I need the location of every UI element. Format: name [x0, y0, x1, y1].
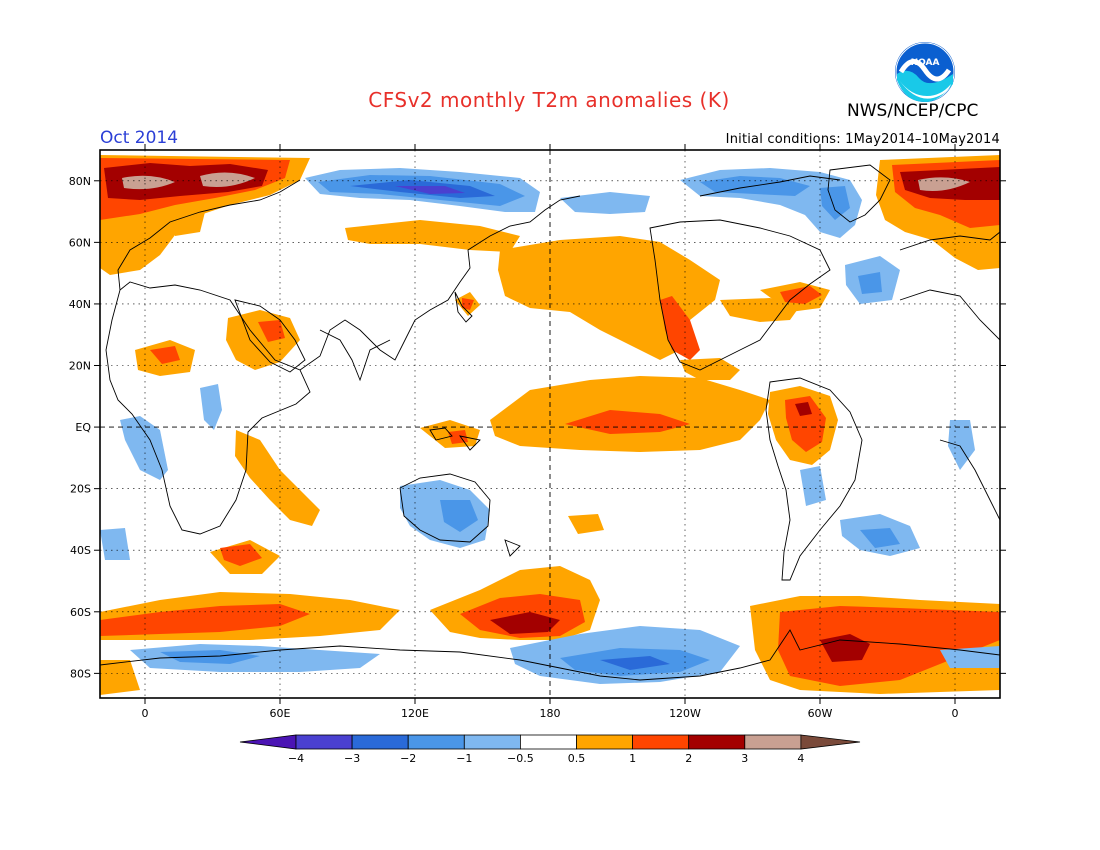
lon-label: 180: [540, 707, 561, 720]
warm-anomaly-arctic-west: [100, 155, 310, 275]
colorbar-label: 4: [797, 752, 804, 765]
lat-label: 80S: [70, 667, 91, 680]
colorbar-label: −2: [400, 752, 416, 765]
initial-conditions: Initial conditions: 1May2014–10May2014: [725, 132, 1000, 147]
lon-label: 60E: [270, 707, 291, 720]
colorbar-segment: [463, 734, 521, 750]
coastlines: [100, 164, 1000, 681]
lon-label: 120E: [401, 707, 429, 720]
colorbar-segment: [688, 734, 746, 750]
lon-label: 0: [952, 707, 959, 720]
colorbar-label: −1: [456, 752, 472, 765]
colorbar-segment: [295, 734, 353, 750]
colorbar-label: −0.5: [507, 752, 534, 765]
gridlines: [100, 150, 1000, 698]
chart-title: CFSv2 monthly T2m anomalies (K): [368, 88, 730, 112]
agency-label: NWS/NCEP/CPC: [847, 101, 979, 121]
colorbar-label: 2: [685, 752, 692, 765]
lat-label: 60S: [70, 606, 91, 619]
colorbar-label: −3: [344, 752, 360, 765]
lat-label: 40N: [69, 298, 91, 311]
warm-anomaly-southern-ocean: [100, 540, 1000, 695]
colorbar-segment: [576, 734, 633, 750]
warm-anomaly-arctic-east: [876, 155, 1000, 270]
lon-label: 0: [142, 707, 149, 720]
warm-anomaly-south-america: [768, 386, 838, 465]
colorbar-segment: [351, 734, 409, 750]
colorbar-label: 3: [741, 752, 748, 765]
warm-anomaly-tropical-pacific: [490, 358, 770, 452]
colorbar-segment: [407, 734, 465, 750]
colorbar-segment: [239, 734, 297, 750]
lat-label: 80N: [69, 175, 91, 188]
colorbar-segment: [520, 734, 577, 750]
colorbar-label: 1: [629, 752, 636, 765]
lat-label: 60N: [69, 236, 91, 249]
lat-label: EQ: [75, 421, 91, 434]
anomaly-field: [100, 155, 1000, 695]
lon-label: 120W: [669, 707, 701, 720]
noaa-logo-text: NOAA: [911, 58, 940, 68]
lon-label: 60W: [808, 707, 833, 720]
noaa-logo-icon: NOAA: [895, 42, 955, 102]
lat-label: 40S: [70, 544, 91, 557]
lat-label: 20S: [70, 483, 91, 496]
map-axes: 80N 60N 40N 20N EQ 20S 40S 60S 80S 0 60E 120E 180 120…: [69, 144, 1006, 720]
colorbar-segment: [632, 734, 690, 750]
cool-anomaly-siberia: [305, 168, 650, 214]
colorbar-label: −4: [288, 752, 304, 765]
lat-label: 20N: [69, 360, 91, 373]
colorbar-segment: [744, 734, 802, 750]
forecast-month: Oct 2014: [100, 128, 179, 148]
colorbar-label: 0.5: [568, 752, 586, 765]
colorbar-segment: [800, 734, 861, 750]
